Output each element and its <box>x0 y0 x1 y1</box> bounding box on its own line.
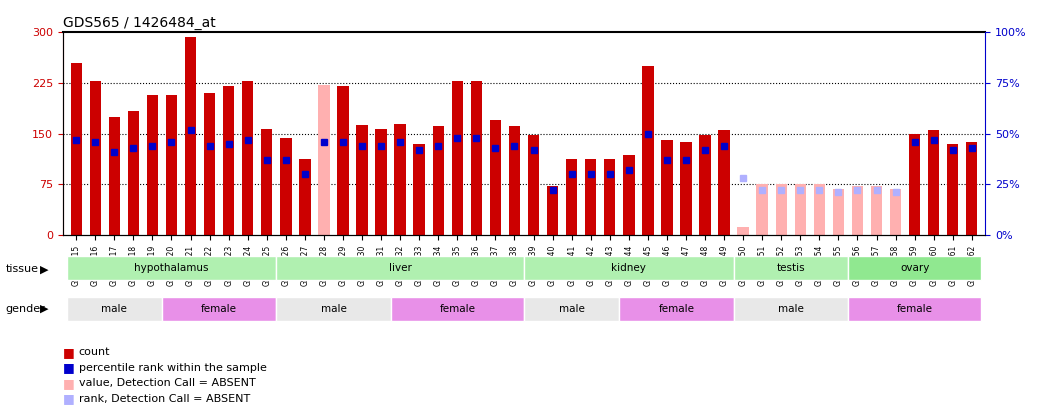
Text: value, Detection Call = ABSENT: value, Detection Call = ABSENT <box>79 378 256 388</box>
Bar <box>528 135 540 235</box>
Text: ■: ■ <box>63 346 74 359</box>
FancyBboxPatch shape <box>619 297 734 321</box>
Bar <box>890 189 901 235</box>
Text: ▶: ▶ <box>40 304 48 313</box>
Text: GDS565 / 1426484_at: GDS565 / 1426484_at <box>63 16 216 30</box>
Bar <box>909 134 920 235</box>
Bar <box>947 144 959 235</box>
Text: gender: gender <box>5 304 45 313</box>
FancyBboxPatch shape <box>277 256 524 280</box>
FancyBboxPatch shape <box>391 297 524 321</box>
Text: female: female <box>439 304 476 314</box>
Bar <box>433 126 444 235</box>
Bar <box>261 129 272 235</box>
Bar <box>70 63 82 235</box>
FancyBboxPatch shape <box>162 297 277 321</box>
Text: male: male <box>559 304 585 314</box>
Bar <box>738 227 749 235</box>
FancyBboxPatch shape <box>734 256 848 280</box>
Bar <box>547 185 559 235</box>
Bar <box>776 184 787 235</box>
Text: ▶: ▶ <box>40 264 48 274</box>
Text: liver: liver <box>389 263 412 273</box>
Bar <box>356 125 368 235</box>
FancyBboxPatch shape <box>67 256 277 280</box>
Text: ■: ■ <box>63 361 74 374</box>
Text: count: count <box>79 347 110 357</box>
Bar <box>813 184 825 235</box>
Bar <box>319 85 330 235</box>
Bar <box>680 143 692 235</box>
FancyBboxPatch shape <box>524 256 734 280</box>
Bar <box>757 184 768 235</box>
Bar <box>394 124 406 235</box>
Bar <box>452 81 463 235</box>
Bar <box>184 37 196 235</box>
Bar <box>319 85 330 235</box>
Text: male: male <box>321 304 347 314</box>
FancyBboxPatch shape <box>67 297 162 321</box>
Text: male: male <box>778 304 804 314</box>
Bar <box>489 120 501 235</box>
Bar <box>414 144 424 235</box>
Bar <box>242 81 254 235</box>
FancyBboxPatch shape <box>524 297 619 321</box>
Bar <box>699 135 711 235</box>
Bar <box>624 155 634 235</box>
Bar <box>471 81 482 235</box>
Bar <box>337 86 349 235</box>
Text: ■: ■ <box>63 392 74 405</box>
Bar <box>661 141 673 235</box>
Bar <box>204 93 215 235</box>
Bar <box>585 159 596 235</box>
Text: female: female <box>897 304 933 314</box>
Bar <box>927 130 939 235</box>
Bar <box>566 159 577 235</box>
Text: percentile rank within the sample: percentile rank within the sample <box>79 363 266 373</box>
Bar <box>89 81 101 235</box>
Text: ovary: ovary <box>900 263 930 273</box>
Text: male: male <box>102 304 127 314</box>
Bar <box>794 184 806 235</box>
FancyBboxPatch shape <box>734 297 848 321</box>
Bar <box>833 189 844 235</box>
FancyBboxPatch shape <box>848 297 981 321</box>
Bar <box>642 66 654 235</box>
Bar <box>871 185 882 235</box>
Bar <box>147 95 158 235</box>
Text: female: female <box>201 304 237 314</box>
Text: rank, Detection Call = ABSENT: rank, Detection Call = ABSENT <box>79 394 249 403</box>
Text: testis: testis <box>777 263 805 273</box>
Bar <box>280 139 291 235</box>
Bar <box>109 117 121 235</box>
Bar <box>223 86 235 235</box>
Text: kidney: kidney <box>611 263 647 273</box>
Bar <box>375 129 387 235</box>
Bar <box>604 159 615 235</box>
FancyBboxPatch shape <box>277 297 391 321</box>
Bar <box>508 126 520 235</box>
FancyBboxPatch shape <box>848 256 981 280</box>
Bar <box>966 142 978 235</box>
Text: female: female <box>658 304 695 314</box>
Bar <box>128 111 139 235</box>
Text: ■: ■ <box>63 377 74 390</box>
Bar <box>718 130 729 235</box>
Bar <box>852 185 864 235</box>
Text: tissue: tissue <box>5 264 38 274</box>
Text: hypothalamus: hypothalamus <box>134 263 209 273</box>
Bar <box>299 159 310 235</box>
Bar <box>166 95 177 235</box>
